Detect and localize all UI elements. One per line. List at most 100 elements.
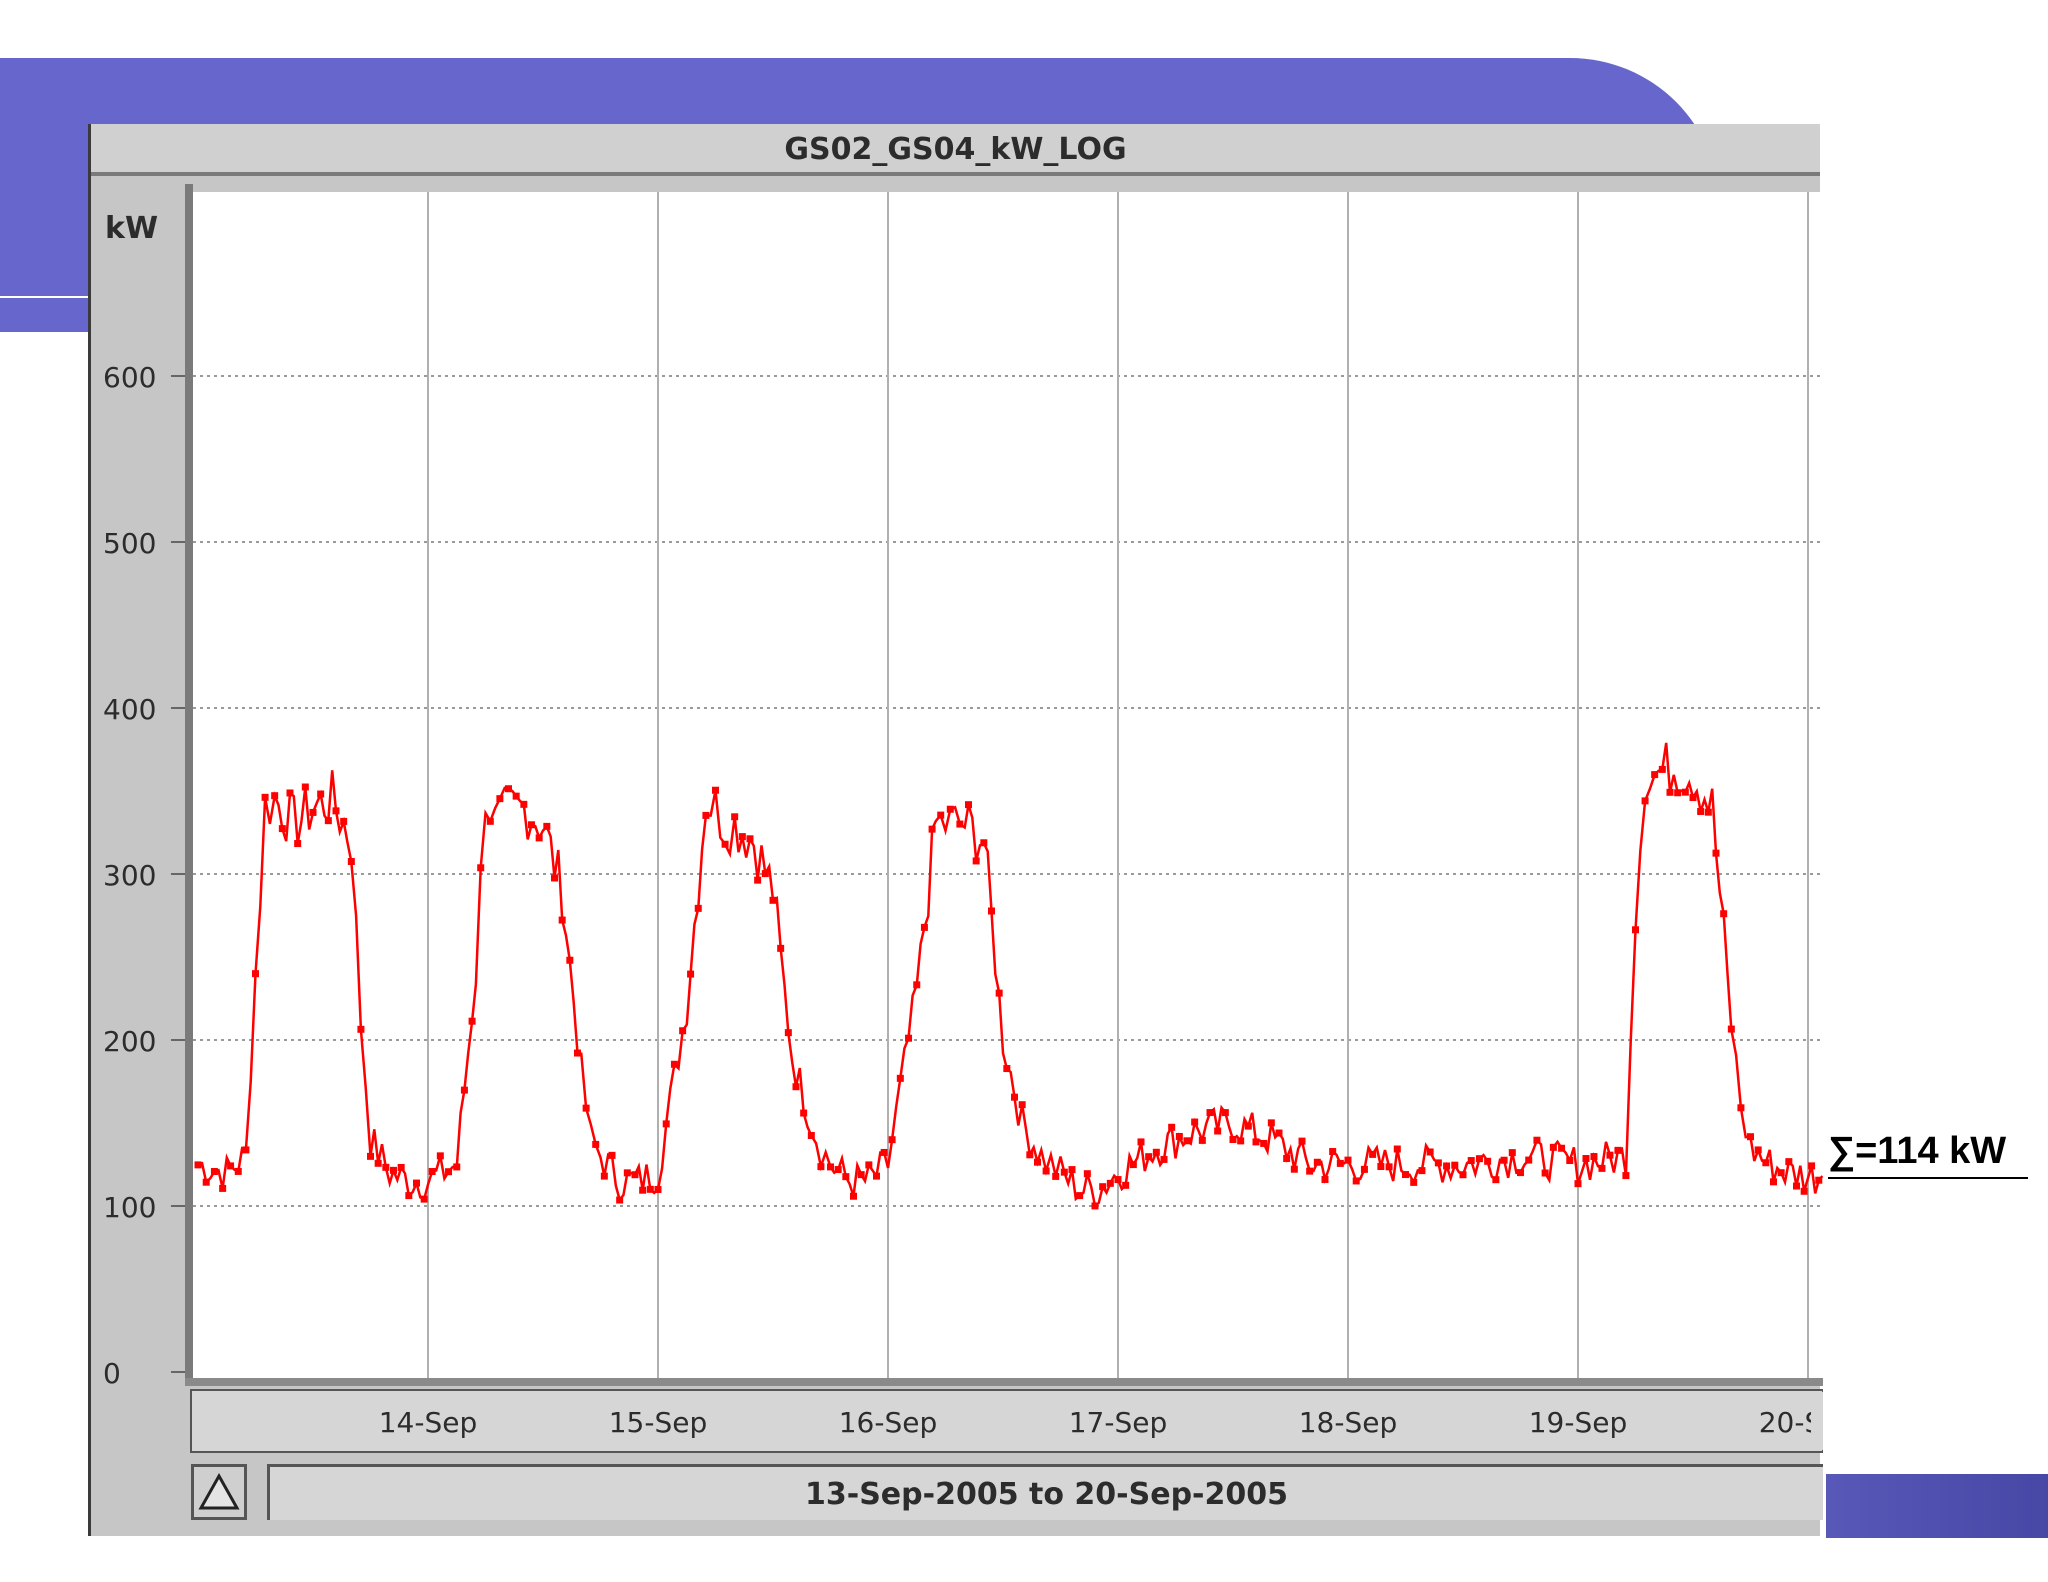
data-point xyxy=(453,1163,461,1171)
data-point xyxy=(1632,926,1639,934)
data-point xyxy=(1352,1177,1360,1185)
data-point xyxy=(1377,1162,1385,1170)
data-point xyxy=(1747,1133,1754,1141)
data-point xyxy=(1704,808,1712,816)
data-point xyxy=(761,870,769,878)
data-point xyxy=(896,1074,904,1082)
data-point xyxy=(1321,1175,1329,1183)
data-point xyxy=(1770,1178,1777,1186)
data-point xyxy=(1402,1171,1409,1179)
data-point xyxy=(1042,1167,1050,1175)
data-point xyxy=(1175,1132,1183,1140)
data-point xyxy=(1003,1065,1011,1073)
data-point xyxy=(1492,1176,1500,1184)
data-point xyxy=(731,813,739,821)
data-point xyxy=(543,822,551,830)
y-axis-line xyxy=(185,184,193,1386)
data-point xyxy=(420,1195,428,1203)
data-point xyxy=(1083,1170,1091,1178)
data-point xyxy=(1091,1202,1099,1210)
data-point xyxy=(1566,1157,1574,1165)
data-point xyxy=(920,923,928,931)
data-point xyxy=(512,792,520,800)
data-point xyxy=(309,808,317,816)
data-point xyxy=(324,817,332,825)
data-point xyxy=(873,1172,880,1180)
data-point xyxy=(1674,789,1682,797)
x-strip-edge xyxy=(1811,1392,1823,1450)
data-point xyxy=(937,811,945,819)
data-point xyxy=(382,1163,390,1171)
data-point xyxy=(219,1184,227,1192)
data-point xyxy=(1508,1149,1516,1157)
data-point xyxy=(834,1166,842,1174)
data-point xyxy=(1114,1176,1122,1184)
data-point xyxy=(1385,1163,1393,1171)
data-point xyxy=(880,1148,888,1156)
data-point xyxy=(865,1161,873,1169)
x-tick-label: 17-Sep xyxy=(1069,1406,1168,1439)
chart-window: GS02_GS04_kW_LOG 0 100 200 300 400 500 600 kW 14… xyxy=(88,124,1823,1536)
data-point xyxy=(1026,1151,1034,1159)
data-point xyxy=(1229,1135,1237,1143)
data-point xyxy=(505,785,512,793)
data-point xyxy=(1467,1157,1475,1165)
chart-svg: 0 100 200 300 400 500 600 kW 14-Sep 15-Sep 16-Sep 1… xyxy=(103,184,1823,1453)
data-point xyxy=(477,864,485,872)
data-point xyxy=(1393,1145,1401,1153)
data-point xyxy=(1252,1138,1260,1146)
data-point xyxy=(242,1146,250,1154)
data-point xyxy=(558,916,566,924)
data-point xyxy=(566,956,574,964)
data-point xyxy=(445,1168,453,1176)
data-point xyxy=(1018,1101,1026,1109)
data-point xyxy=(712,786,719,794)
data-point xyxy=(1183,1137,1191,1145)
y-tick-label: 600 xyxy=(103,361,156,394)
data-point xyxy=(1689,794,1697,802)
data-point xyxy=(687,970,695,978)
data-point xyxy=(520,800,528,808)
data-point xyxy=(1152,1148,1160,1156)
data-point xyxy=(1451,1161,1459,1169)
data-point xyxy=(842,1173,850,1181)
x-axis-line xyxy=(185,1378,1823,1386)
slide-header-stripe xyxy=(0,298,92,332)
data-point xyxy=(1106,1179,1114,1187)
data-point xyxy=(792,1083,800,1091)
data-point xyxy=(1122,1181,1130,1189)
data-point xyxy=(301,783,309,791)
series-line xyxy=(197,742,1823,1209)
data-point xyxy=(777,944,785,952)
data-point xyxy=(1582,1155,1590,1163)
data-point xyxy=(1598,1164,1606,1172)
data-point xyxy=(1206,1109,1214,1117)
data-point xyxy=(1313,1158,1321,1166)
x-tick-label: 15-Sep xyxy=(609,1406,708,1439)
data-point xyxy=(1533,1136,1541,1144)
data-point xyxy=(1808,1162,1816,1170)
data-point xyxy=(1500,1156,1508,1164)
data-point xyxy=(850,1192,857,1200)
data-point xyxy=(1785,1158,1793,1166)
data-point xyxy=(807,1131,815,1139)
data-point xyxy=(738,833,746,841)
data-point xyxy=(1484,1157,1492,1165)
data-point xyxy=(1410,1178,1418,1186)
data-point xyxy=(234,1167,242,1175)
data-point xyxy=(654,1185,662,1193)
data-point xyxy=(600,1172,608,1180)
data-point xyxy=(405,1192,413,1200)
data-point xyxy=(390,1166,397,1174)
data-point xyxy=(639,1186,647,1194)
data-point xyxy=(928,825,936,833)
data-point xyxy=(1443,1162,1451,1170)
data-point xyxy=(1737,1104,1745,1112)
data-point xyxy=(1267,1119,1275,1127)
data-point xyxy=(1275,1129,1283,1137)
range-toggle-button[interactable] xyxy=(191,1464,247,1520)
data-point xyxy=(357,1025,365,1033)
data-point xyxy=(754,876,762,884)
data-point xyxy=(1754,1146,1762,1154)
y-axis-label: kW xyxy=(105,211,158,246)
